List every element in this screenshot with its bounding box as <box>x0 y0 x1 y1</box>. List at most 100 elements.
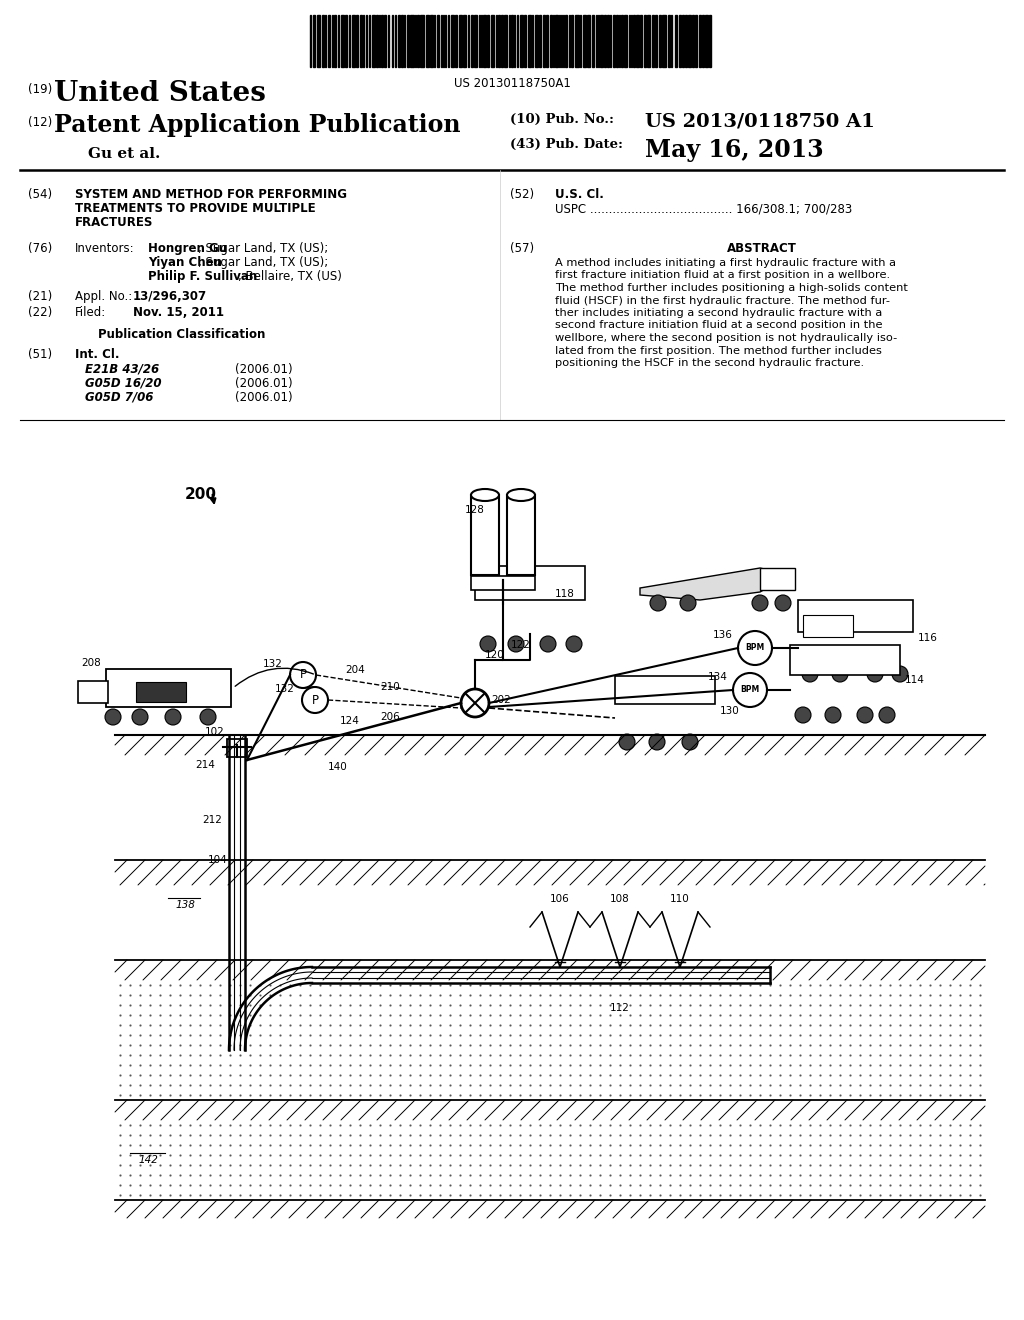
Bar <box>640 15 642 67</box>
Bar <box>709 15 711 67</box>
Text: (76): (76) <box>28 242 52 255</box>
Text: (2006.01): (2006.01) <box>234 378 293 389</box>
Text: lated from the first position. The method further includes: lated from the first position. The metho… <box>555 346 882 355</box>
Circle shape <box>508 636 524 652</box>
Polygon shape <box>640 568 790 601</box>
Text: (54): (54) <box>28 187 52 201</box>
Text: 110: 110 <box>670 894 690 904</box>
Text: 114: 114 <box>905 675 925 685</box>
Text: U.S. Cl.: U.S. Cl. <box>555 187 604 201</box>
Text: (43) Pub. Date:: (43) Pub. Date: <box>510 139 623 150</box>
Ellipse shape <box>471 488 499 502</box>
Circle shape <box>857 708 873 723</box>
Bar <box>490 15 494 67</box>
Text: US 20130118750A1: US 20130118750A1 <box>454 77 570 90</box>
Circle shape <box>618 734 635 750</box>
Circle shape <box>290 663 316 688</box>
Circle shape <box>802 667 818 682</box>
Bar <box>550 15 552 67</box>
Bar <box>615 676 715 704</box>
Bar <box>587 15 590 67</box>
Text: (51): (51) <box>28 348 52 360</box>
Bar <box>790 645 900 675</box>
Text: 136: 136 <box>713 630 733 640</box>
Text: Filed:: Filed: <box>75 306 106 319</box>
Bar <box>600 15 603 67</box>
Bar <box>694 15 696 67</box>
Bar <box>328 15 330 67</box>
Circle shape <box>132 709 148 725</box>
Text: (12): (12) <box>28 116 52 129</box>
Bar <box>459 15 462 67</box>
Text: first fracture initiation fluid at a first position in a wellbore.: first fracture initiation fluid at a fir… <box>555 271 890 281</box>
Bar <box>597 15 599 67</box>
Circle shape <box>200 709 216 725</box>
Text: US 2013/0118750 A1: US 2013/0118750 A1 <box>645 114 874 131</box>
Bar <box>351 15 354 67</box>
Bar <box>355 15 357 67</box>
Bar <box>643 15 646 67</box>
Bar <box>798 601 912 632</box>
Bar <box>397 15 399 67</box>
Text: , Bellaire, TX (US): , Bellaire, TX (US) <box>238 271 342 282</box>
Text: Publication Classification: Publication Classification <box>98 327 265 341</box>
Text: USPC ...................................... 166/308.1; 700/283: USPC ...................................… <box>555 202 852 215</box>
Bar <box>507 495 535 576</box>
Bar <box>379 15 380 67</box>
Text: ther includes initiating a second hydraulic fracture with a: ther includes initiating a second hydrau… <box>555 308 883 318</box>
Bar <box>407 15 409 67</box>
Bar <box>325 15 326 67</box>
Circle shape <box>566 636 582 652</box>
Bar <box>698 15 700 67</box>
Circle shape <box>879 708 895 723</box>
Text: (2006.01): (2006.01) <box>234 391 293 404</box>
Bar <box>803 615 853 638</box>
Bar <box>612 15 614 67</box>
Circle shape <box>302 686 328 713</box>
Bar <box>607 15 608 67</box>
Text: 132: 132 <box>275 684 295 694</box>
Circle shape <box>649 734 665 750</box>
Circle shape <box>480 636 496 652</box>
Text: 118: 118 <box>555 589 574 599</box>
Text: E21B 43/26: E21B 43/26 <box>85 363 159 376</box>
Text: 106: 106 <box>550 894 570 904</box>
Bar <box>684 15 686 67</box>
Bar <box>313 15 314 67</box>
Bar <box>652 15 654 67</box>
Bar <box>565 15 567 67</box>
Bar <box>636 15 639 67</box>
Circle shape <box>738 631 772 665</box>
Bar <box>523 15 525 67</box>
Text: 132: 132 <box>263 659 283 669</box>
Bar <box>519 15 522 67</box>
Text: FRACTURES: FRACTURES <box>75 216 154 228</box>
Bar <box>471 15 472 67</box>
Bar <box>401 15 402 67</box>
Bar <box>78 681 108 704</box>
Text: Patent Application Publication: Patent Application Publication <box>54 114 461 137</box>
Bar <box>433 15 435 67</box>
Bar <box>604 15 606 67</box>
Bar <box>633 15 635 67</box>
Bar <box>341 15 343 67</box>
Text: 102: 102 <box>205 727 225 737</box>
Bar <box>420 15 424 67</box>
Text: A method includes initiating a first hydraulic fracture with a: A method includes initiating a first hyd… <box>555 257 896 268</box>
Bar <box>668 15 670 67</box>
Circle shape <box>105 709 121 725</box>
Text: (22): (22) <box>28 306 52 319</box>
Text: 210: 210 <box>380 682 400 692</box>
Bar <box>570 15 572 67</box>
Text: positioning the HSCF in the second hydraulic fracture.: positioning the HSCF in the second hydra… <box>555 358 864 368</box>
Bar <box>372 15 375 67</box>
Text: (10) Pub. No.:: (10) Pub. No.: <box>510 114 614 125</box>
Text: 128: 128 <box>465 506 485 515</box>
Bar <box>366 15 367 67</box>
Bar <box>498 15 500 67</box>
Bar <box>475 566 585 601</box>
Bar <box>527 15 531 67</box>
Bar <box>487 15 489 67</box>
Bar <box>359 15 361 67</box>
Bar <box>455 15 457 67</box>
